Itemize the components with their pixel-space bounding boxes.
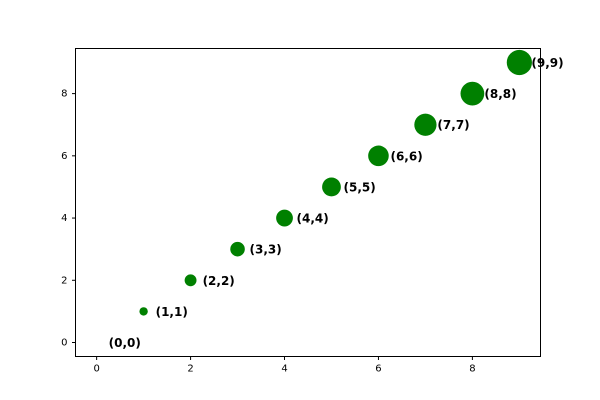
y-tick-label: 8 <box>61 89 67 100</box>
data-point <box>230 241 245 257</box>
y-axis: 0 2 4 6 8 <box>61 89 76 349</box>
x-tick-label: 0 <box>93 364 99 375</box>
point-label: (2,2) <box>203 274 235 288</box>
data-point <box>460 81 485 106</box>
x-axis: 0 2 4 6 8 <box>93 356 476 375</box>
point-label: (6,6) <box>390 149 422 163</box>
plot-frame <box>75 48 541 357</box>
data-point <box>139 307 148 316</box>
point-label: (5,5) <box>343 180 375 194</box>
points-layer <box>139 49 532 316</box>
x-tick-label: 8 <box>469 364 475 375</box>
y-tick-label: 0 <box>61 338 67 349</box>
x-tick-label: 6 <box>375 364 381 375</box>
y-tick-label: 2 <box>61 275 67 286</box>
point-label: (8,8) <box>484 87 516 101</box>
data-point <box>414 113 437 136</box>
point-label: (0,0) <box>109 336 141 350</box>
point-label: (9,9) <box>531 56 563 70</box>
point-label: (4,4) <box>297 212 329 226</box>
y-tick-label: 4 <box>61 213 67 224</box>
y-tick-label: 6 <box>61 151 67 162</box>
point-labels-layer: (0,0) (1,1) (2,2) (3,3) (4,4) (5,5) (6,6) (7,7)… <box>109 56 564 350</box>
data-point <box>368 145 389 167</box>
data-point <box>276 209 293 227</box>
x-tick-label: 2 <box>187 364 193 375</box>
data-point <box>506 49 532 76</box>
point-label: (7,7) <box>437 118 469 132</box>
data-point <box>322 177 341 197</box>
data-point <box>184 274 197 287</box>
point-label: (1,1) <box>156 305 188 319</box>
x-tick-label: 4 <box>281 364 287 375</box>
point-label: (3,3) <box>250 243 282 257</box>
